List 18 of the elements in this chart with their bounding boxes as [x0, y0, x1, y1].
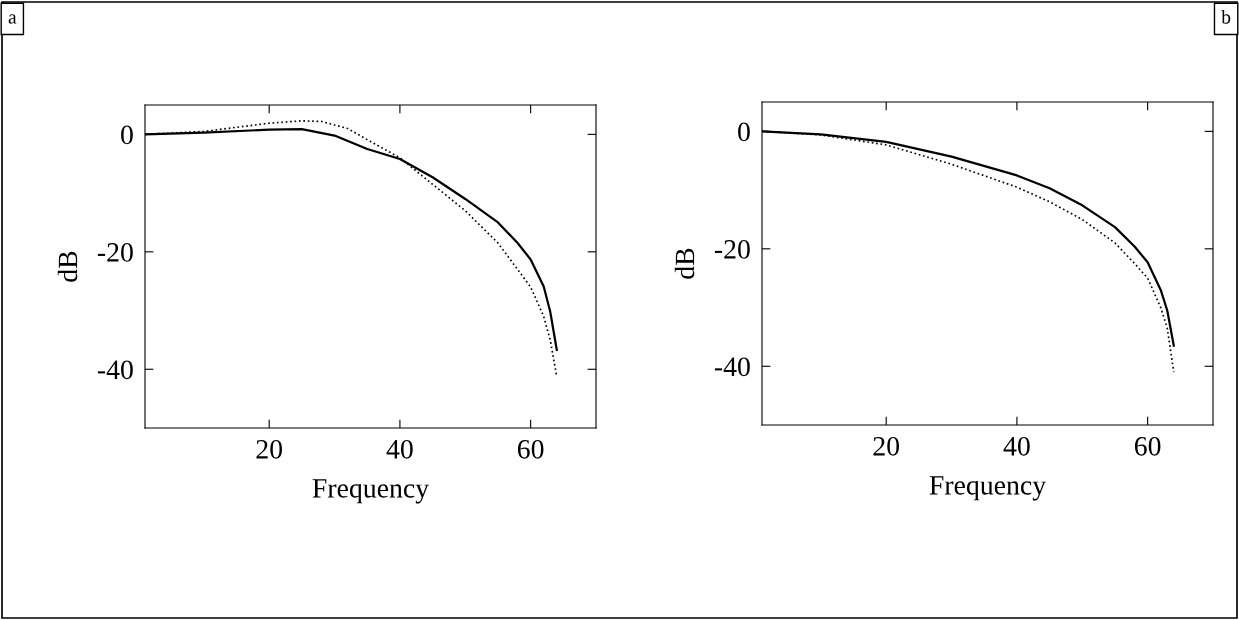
x-axis-title: Frequency: [312, 479, 430, 504]
x-axis-title: Frequency: [929, 476, 1047, 501]
text: b: [1221, 10, 1231, 24]
y-axis-title: dB: [57, 251, 78, 282]
y-tick-label: -20: [97, 242, 133, 262]
x-tick-label: 60: [517, 439, 544, 459]
x-tick-label: 20: [256, 439, 283, 459]
y-tick-label: 0: [738, 122, 750, 142]
y-tick-label: 0: [121, 125, 133, 145]
x-tick-label: 60: [1134, 436, 1161, 456]
text: a: [8, 14, 17, 24]
y-tick-label: -40: [714, 357, 750, 377]
x-tick-label: 40: [1003, 436, 1030, 456]
y-tick-label: -20: [714, 239, 750, 259]
x-tick-label: 20: [873, 436, 900, 456]
y-tick-label: -40: [97, 360, 133, 380]
x-tick-label: 40: [386, 439, 413, 459]
y-axis-title: dB: [674, 248, 695, 279]
